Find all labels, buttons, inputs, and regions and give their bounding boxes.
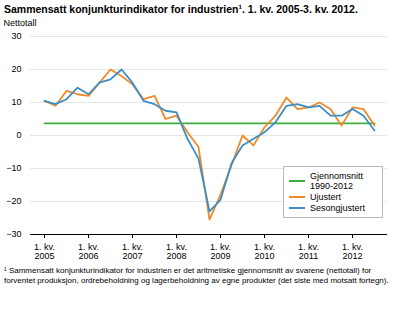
svg-text:10: 10	[11, 97, 21, 107]
html-text:Sammensatt konjunkturindikator: Sammensatt konjunkturindikator for indus…	[4, 3, 358, 15]
svg-text:20: 20	[11, 64, 21, 74]
svg-text:−30: −30	[6, 229, 21, 239]
svg-text:1. kv.2007: 1. kv.2007	[122, 242, 143, 261]
svg-text:1. kv.2006: 1. kv.2006	[78, 242, 99, 261]
svg-text:−20: −20	[6, 196, 21, 206]
svg-text:1. kv.2005: 1. kv.2005	[34, 242, 55, 261]
svg-text:1. kv.2008: 1. kv.2008	[166, 242, 187, 261]
html-text:Gjennomsnitt 1990-2012: Gjennomsnitt 1990-2012	[310, 171, 363, 191]
svg-text:1. kv.2011: 1. kv.2011	[298, 242, 319, 261]
svg-text:0: 0	[16, 130, 21, 140]
svg-text:−10: −10	[6, 163, 21, 173]
html-text:Ujustert: Ujustert	[310, 192, 341, 202]
html-text:¹ Sammensatt konjunkturindikat: ¹ Sammensatt konjunkturindikator for ind…	[4, 266, 389, 285]
svg-text:1. kv.2012: 1. kv.2012	[342, 242, 363, 261]
svg-text:Nettotall: Nettotall	[4, 18, 37, 28]
html-text:Sesongjustert: Sesongjustert	[310, 203, 365, 213]
svg-text:30: 30	[11, 31, 21, 41]
svg-text:1. kv.2009: 1. kv.2009	[210, 242, 231, 261]
svg-text:1. kv.2010: 1. kv.2010	[254, 242, 275, 261]
